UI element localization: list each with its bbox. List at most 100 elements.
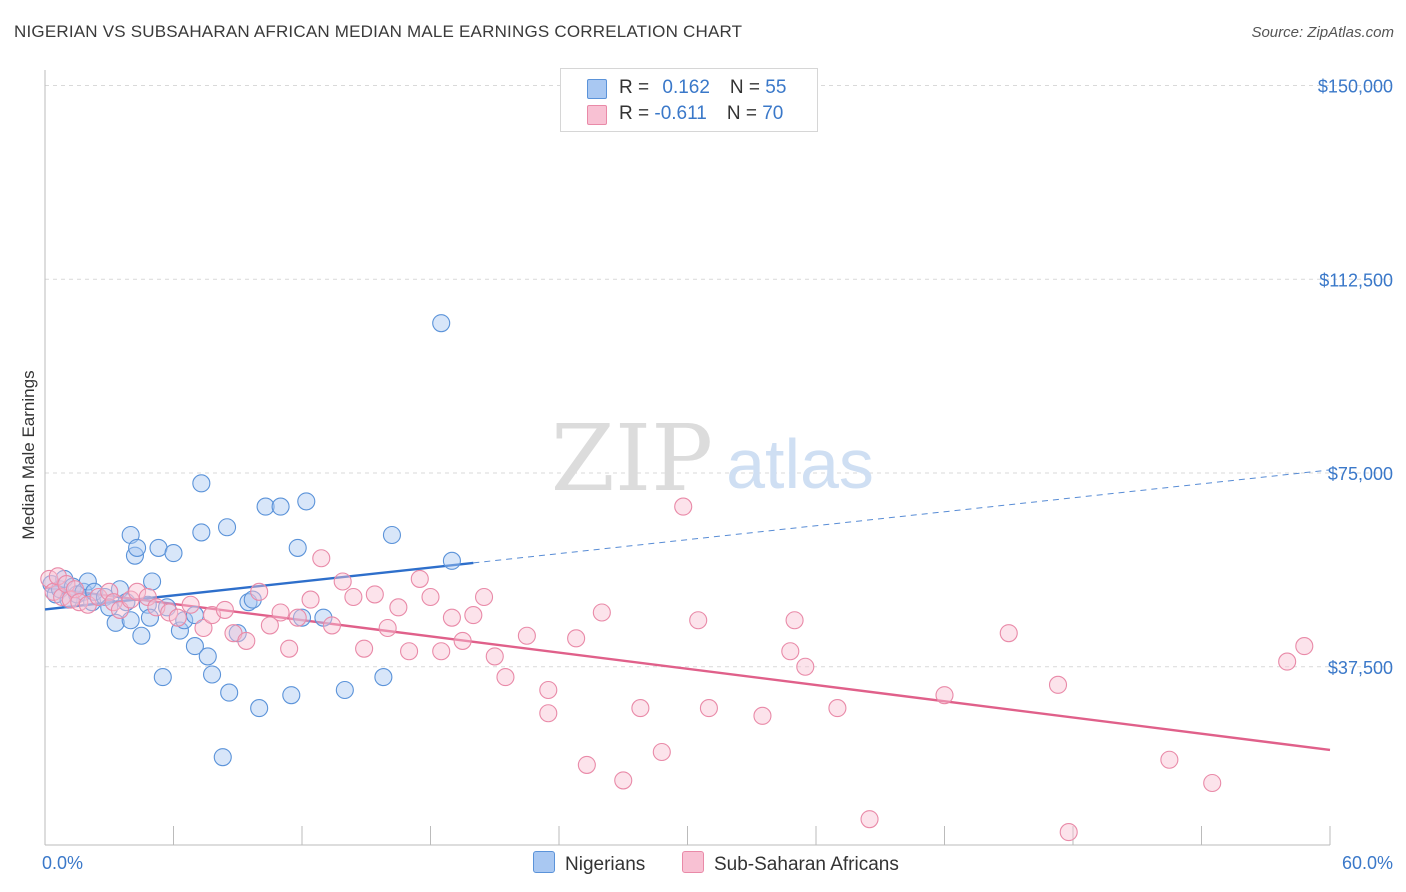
trend-extension-nigerians: [473, 469, 1331, 564]
data-point-subsaharan: [539, 704, 558, 723]
data-point-subsaharan: [215, 600, 234, 619]
data-point-subsaharan: [781, 642, 800, 661]
data-point-subsaharan: [577, 755, 596, 774]
data-point-subsaharan: [999, 624, 1018, 643]
data-point-subsaharan: [160, 603, 179, 622]
data-point-subsaharan: [100, 582, 119, 601]
data-point-subsaharan: [237, 631, 256, 650]
data-point-subsaharan: [935, 686, 954, 705]
data-point-nigerians: [213, 748, 232, 767]
data-point-subsaharan: [474, 587, 494, 607]
data-point-nigerians: [192, 474, 211, 493]
data-point-subsaharan: [796, 657, 815, 676]
n-label: N =: [726, 103, 763, 124]
data-point-subsaharan: [288, 608, 307, 627]
data-point-nigerians: [250, 699, 269, 718]
data-point-subsaharan: [496, 668, 515, 687]
source-label: Source: ZipAtlas.com: [1251, 24, 1394, 41]
bottom-swatch-nigerians: [533, 851, 555, 873]
data-point-subsaharan: [828, 699, 847, 718]
data-point-nigerians: [203, 665, 222, 684]
n-label: N =: [729, 77, 766, 98]
data-point-subsaharan: [689, 611, 708, 630]
data-point-subsaharan: [1203, 773, 1222, 793]
data-point-subsaharan: [432, 642, 451, 661]
data-point-subsaharan: [271, 603, 290, 622]
data-point-nigerians: [153, 668, 172, 687]
data-point-nigerians: [198, 647, 217, 666]
bottom-swatch-subsaharan: [682, 851, 704, 873]
y-tick-label: $150,000: [1318, 77, 1393, 97]
data-point-nigerians: [164, 544, 183, 563]
data-points: [40, 314, 1314, 842]
data-point-subsaharan: [442, 608, 461, 627]
data-point-nigerians: [271, 497, 290, 516]
bottom-label-subsaharan: Sub-Saharan Africans: [714, 854, 899, 875]
data-point-subsaharan: [312, 549, 331, 568]
trend-line-subsaharan: [44, 586, 1331, 752]
data-point-nigerians: [335, 680, 354, 700]
data-point-subsaharan: [194, 618, 213, 638]
data-point-subsaharan: [260, 616, 279, 635]
data-point-subsaharan: [464, 606, 483, 625]
data-point-subsaharan: [614, 771, 633, 790]
n-value: 55: [765, 77, 787, 98]
data-point-nigerians: [382, 525, 402, 545]
data-point-subsaharan: [453, 631, 472, 650]
data-point-nigerians: [132, 626, 151, 645]
data-point-nigerians: [292, 608, 312, 627]
data-point-subsaharan: [699, 699, 718, 718]
data-point-nigerians: [220, 683, 239, 702]
data-point-subsaharan: [652, 742, 671, 762]
y-axis-label: Median Male Earnings: [19, 370, 38, 539]
r-label: R =: [619, 77, 655, 98]
x-tick-label-max: 60.0%: [1342, 853, 1393, 873]
data-point-subsaharan: [378, 618, 397, 638]
data-point-nigerians: [288, 538, 307, 557]
data-point-subsaharan: [410, 569, 429, 588]
data-point-subsaharan: [128, 582, 147, 601]
data-point-nigerians: [185, 637, 204, 656]
data-point-subsaharan: [1160, 750, 1179, 769]
data-point-nigerians: [297, 492, 316, 511]
data-point-nigerians: [149, 538, 168, 557]
r-value: 0.162: [662, 77, 710, 98]
bottom-legend-nigerians: Nigerians: [533, 851, 645, 876]
data-point-subsaharan: [567, 629, 586, 648]
watermark-zip: ZIP: [551, 405, 713, 512]
data-point-subsaharan: [400, 642, 419, 661]
data-point-nigerians: [282, 686, 301, 705]
bottom-legend-subsaharan: Sub-Saharan Africans: [682, 851, 899, 876]
data-point-subsaharan: [421, 587, 440, 607]
grid-lines: [45, 85, 1392, 668]
data-point-subsaharan: [785, 611, 804, 630]
data-point-nigerians: [140, 608, 159, 627]
data-point-subsaharan: [168, 608, 187, 627]
data-point-subsaharan: [539, 680, 558, 700]
data-point-subsaharan: [365, 585, 384, 604]
data-point-subsaharan: [355, 639, 374, 658]
data-point-subsaharan: [485, 647, 504, 666]
data-point-subsaharan: [1048, 675, 1068, 694]
data-point-subsaharan: [301, 590, 320, 609]
data-point-subsaharan: [250, 582, 269, 601]
data-point-subsaharan: [322, 616, 342, 635]
legend-text-subsaharan: R = -0.611 N = 70: [619, 103, 783, 125]
data-point-nigerians: [128, 538, 147, 557]
chart-title: NIGERIAN VS SUBSAHARAN AFRICAN MEDIAN MA…: [14, 22, 743, 41]
bottom-label-nigerians: Nigerians: [565, 854, 646, 875]
data-point-subsaharan: [753, 706, 772, 725]
legend-swatch-subsaharan: [587, 105, 607, 125]
legend-text-nigerians: R = 0.162 N = 55: [619, 77, 786, 99]
watermark: ZIP atlas: [551, 405, 874, 512]
data-point-subsaharan: [333, 572, 352, 591]
data-point-nigerians: [442, 551, 461, 570]
data-point-nigerians: [217, 518, 237, 537]
y-tick-label: $112,500: [1319, 270, 1393, 290]
data-point-subsaharan: [181, 595, 200, 614]
data-point-nigerians: [143, 572, 162, 591]
data-point-subsaharan: [1295, 637, 1314, 656]
watermark-atlas: atlas: [726, 425, 874, 503]
data-point-nigerians: [192, 523, 211, 542]
